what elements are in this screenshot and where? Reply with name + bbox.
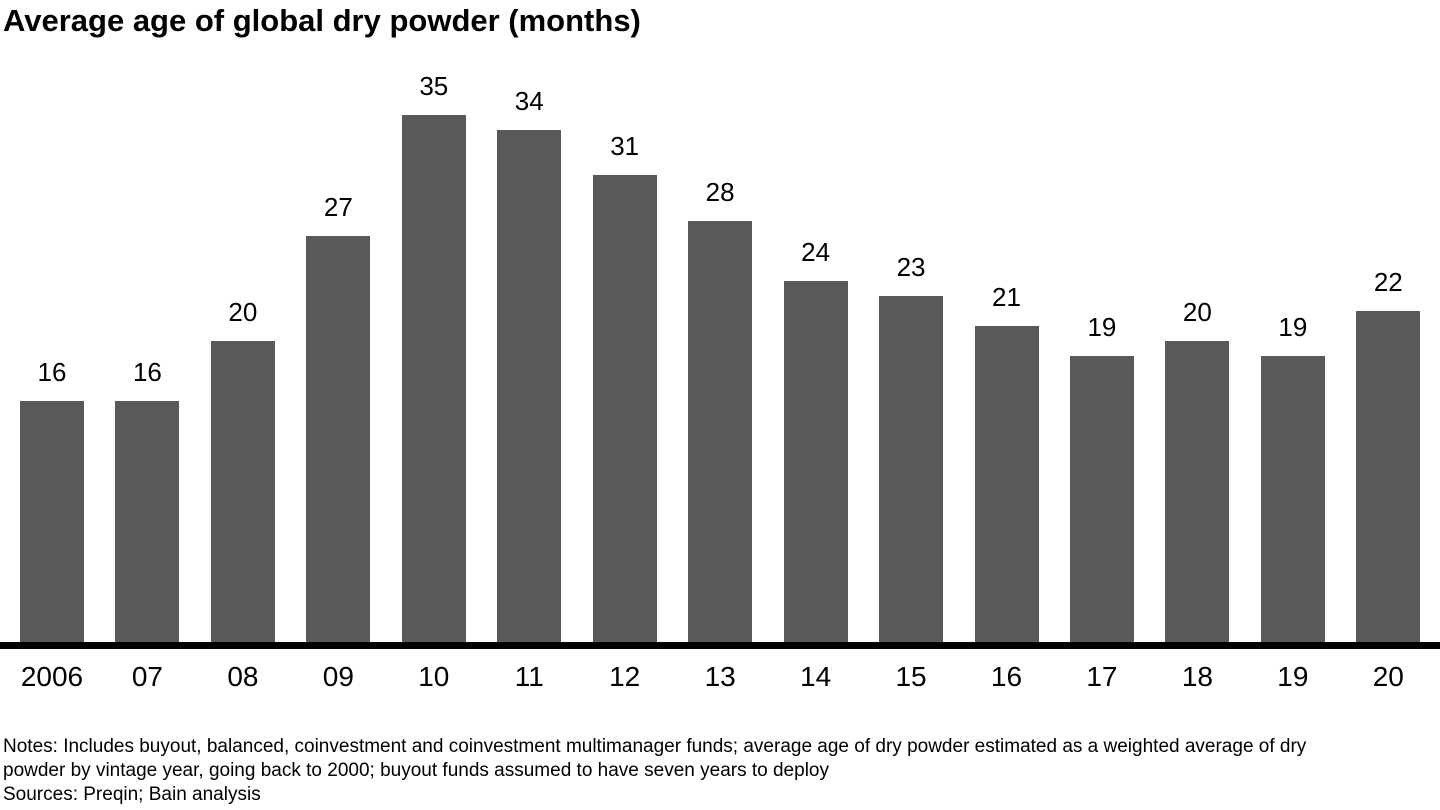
bar-value-label: 20: [228, 297, 258, 327]
x-axis-labels: 2006 07 08 09 10 11 12 13 14 15 16 17 18 19 20: [0, 660, 1440, 700]
bar-value-label: 22: [1373, 266, 1403, 297]
bar-value-label: 16: [132, 357, 162, 388]
chart-notes-line: Notes: Includes buyout, balanced, coinve…: [3, 736, 1307, 757]
bar: [115, 401, 180, 642]
chart-notes: Notes: Includes buyout, balanced, coinve…: [3, 735, 1306, 783]
bar-value-label: 24: [801, 236, 831, 267]
bar-value-label: 23: [896, 251, 926, 282]
bar-value-label: 31: [610, 131, 640, 162]
bar-value-label: 34: [514, 86, 544, 117]
x-axis-tick-label: 20: [1372, 661, 1404, 692]
x-axis-tick-label: 15: [895, 661, 927, 692]
bar-value-label: 35: [419, 71, 449, 102]
bar: [401, 115, 466, 642]
bar-value-label: 19: [1087, 312, 1117, 343]
x-axis-line: [0, 642, 1440, 649]
bar: [1165, 341, 1230, 642]
x-axis-tick-label: 12: [609, 661, 641, 692]
bar-value-label: 27: [323, 191, 353, 222]
bar-value-label: 19: [1278, 312, 1308, 343]
bar: [879, 295, 944, 642]
bar: [783, 280, 848, 642]
bar: [1260, 356, 1325, 642]
bar-value-label: 21: [992, 281, 1021, 312]
x-axis-tick-label: 16: [990, 661, 1023, 692]
x-axis-tick-label: 2006: [20, 661, 84, 692]
x-axis-tick-label: 14: [800, 661, 832, 692]
bar: [20, 401, 84, 642]
x-axis-tick-label: 07: [131, 661, 164, 692]
bar: [1069, 356, 1134, 642]
x-axis-tick-label: 19: [1277, 661, 1309, 692]
bar-value-label: 20: [1182, 297, 1212, 327]
bar-chart-plot: 16 16 20 27 35 34 31 28 24 23 21 19 20 19 22: [20, 71, 1421, 642]
bar: [306, 235, 371, 642]
bar: [1356, 310, 1421, 642]
x-axis-tick-label: 11: [514, 661, 544, 692]
bar: [497, 130, 562, 642]
bar-value-label: 28: [705, 176, 735, 207]
x-axis-tick-label: 08: [227, 661, 259, 692]
bar-value-label: 16: [37, 357, 67, 388]
x-axis-tick-label: 09: [322, 661, 354, 692]
chart-title: Average age of global dry powder (months…: [3, 3, 641, 38]
x-axis-tick-label: 13: [704, 661, 736, 692]
chart-sources: Sources: Preqin; Bain analysis: [3, 784, 261, 805]
chart-notes-line: powder by vintage year, going back to 20…: [3, 760, 829, 781]
x-axis-tick-label: 18: [1181, 661, 1213, 692]
bar: [210, 341, 275, 642]
x-axis-tick-label: 17: [1086, 661, 1118, 692]
bar: [974, 325, 1039, 642]
bar: [688, 220, 753, 642]
bar: [592, 175, 657, 642]
x-axis-tick-label: 10: [418, 661, 450, 692]
